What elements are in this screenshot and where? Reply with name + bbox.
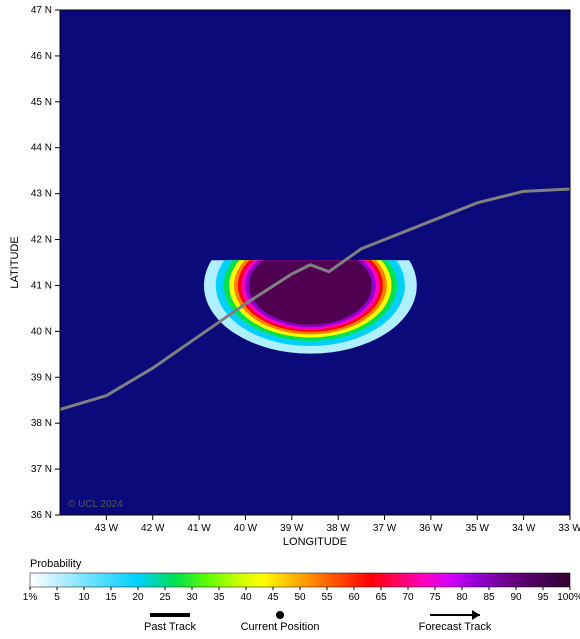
colorbar (30, 573, 570, 587)
colorbar-title: Probability (30, 558, 82, 570)
xtick-label: 40 W (234, 523, 258, 534)
colorbar-tick: 75 (429, 592, 441, 603)
ytick-label: 38 N (31, 418, 52, 429)
legend-current-symbol (276, 611, 284, 619)
colorbar-tick: 100% (557, 592, 580, 603)
xtick-label: 38 W (327, 523, 351, 534)
xtick-label: 37 W (373, 523, 397, 534)
copyright: © UCL 2024 (68, 499, 123, 510)
ytick-label: 36 N (31, 510, 52, 521)
xtick-label: 33 W (558, 523, 580, 534)
legend-forecast-label: Forecast Track (419, 621, 492, 633)
xtick-label: 35 W (466, 523, 490, 534)
legend-past-label: Past Track (144, 621, 196, 633)
ytick-label: 40 N (31, 326, 52, 337)
colorbar-tick: 1% (23, 592, 38, 603)
legend-current-label: Current Position (241, 621, 320, 633)
colorbar-tick: 65 (375, 592, 387, 603)
colorbar-tick: 90 (510, 592, 522, 603)
colorbar-tick: 70 (402, 592, 414, 603)
chart-container: 36 N 37 N 38 N 39 N 40 N 41 N 42 N 43 N 44 N 45 N… (0, 0, 580, 639)
colorbar-tick: 55 (321, 592, 333, 603)
colorbar-tick: 95 (537, 592, 549, 603)
xtick-label: 43 W (95, 523, 119, 534)
ytick-label: 45 N (31, 97, 52, 108)
colorbar-tick: 30 (186, 592, 198, 603)
colorbar-tick: 80 (456, 592, 468, 603)
colorbar-tick: 25 (159, 592, 171, 603)
ytick-label: 37 N (31, 464, 52, 475)
colorbar-tick: 20 (132, 592, 144, 603)
xtick-label: 39 W (280, 523, 304, 534)
colorbar-tick: 85 (483, 592, 495, 603)
ytick-label: 47 N (31, 5, 52, 16)
ytick-label: 43 N (31, 189, 52, 200)
ytick-label: 44 N (31, 143, 52, 154)
chart-svg: 36 N 37 N 38 N 39 N 40 N 41 N 42 N 43 N 44 N 45 N… (0, 0, 580, 639)
ytick-label: 42 N (31, 235, 52, 246)
ytick-label: 41 N (31, 280, 52, 291)
ytick-label: 39 N (31, 372, 52, 383)
xtick-label: 41 W (187, 523, 211, 534)
ylabel: LATITUDE (9, 236, 21, 288)
colorbar-tick: 15 (105, 592, 117, 603)
colorbar-tick: 40 (240, 592, 252, 603)
xlabel: LONGITUDE (283, 536, 347, 548)
colorbar-tick: 35 (213, 592, 225, 603)
colorbar-tick: 45 (267, 592, 279, 603)
colorbar-tick: 60 (348, 592, 360, 603)
colorbar-tick: 5 (54, 592, 60, 603)
xtick-label: 34 W (512, 523, 536, 534)
xtick-label: 36 W (419, 523, 443, 534)
ytick-label: 46 N (31, 51, 52, 62)
colorbar-tick: 10 (78, 592, 90, 603)
xtick-label: 42 W (141, 523, 165, 534)
colorbar-tick: 50 (294, 592, 306, 603)
